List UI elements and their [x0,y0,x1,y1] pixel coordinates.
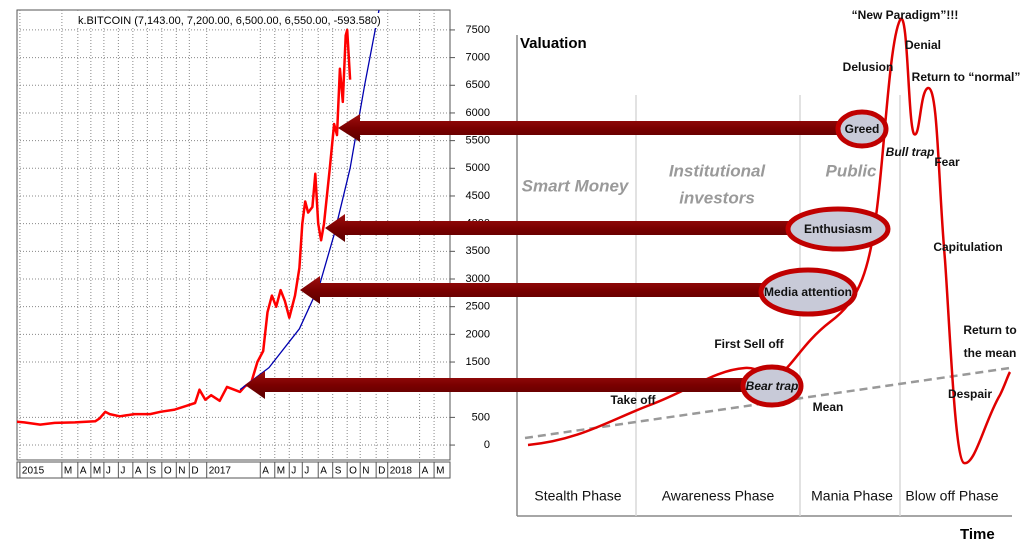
y-tick-label: 7500 [466,24,490,36]
label: Capitulation [933,240,1002,254]
x-axis-title: Time [960,526,995,543]
callout [758,267,858,317]
y-tick-label: 6500 [466,79,490,91]
x-tick-label: M [93,466,101,477]
label: Fear [934,155,960,169]
y-tick-label: 500 [472,411,490,423]
label: Delusion [843,60,894,74]
callout-label: Greed [845,122,880,136]
x-tick-label: A [135,466,142,477]
arrow [325,214,790,242]
bubble-diagram: Valuation Time Stealth Phase Awareness P… [512,0,1021,549]
callout [740,364,804,408]
x-tick-label: M [436,466,444,477]
phase: Mania Phase [811,488,893,504]
label: Denial [905,38,941,52]
y-tick-label: 5000 [466,162,490,174]
x-tick-label: M [64,466,72,477]
x-tick-label: M [277,466,285,477]
y-tick-label: 0 [484,439,490,451]
callout [835,109,889,149]
label: Return to “normal” [912,70,1021,84]
price-line [239,10,380,391]
x-tick-label: S [149,466,156,477]
callout-label: Bear trap [746,379,799,393]
label: the mean [964,346,1017,360]
x-tick-label: N [362,466,369,477]
y-axis-title: Valuation [520,35,587,52]
label: Despair [948,387,992,401]
title-bg [75,13,387,28]
arrow [300,276,765,304]
x-tick-label: N [178,466,185,477]
x-tick-label: J [120,466,125,477]
price-chart: 7500700065006000550050004500400035003000… [16,9,490,479]
x-tick-label: O [349,466,357,477]
x-tick-label: S [335,466,342,477]
cycle-curve [527,17,1012,465]
price-line [17,28,352,426]
callout-label: Media attention [764,285,852,299]
label: Bull trap [886,145,935,159]
callout-label: Enthusiasm [804,222,872,236]
label: Take off [610,393,656,407]
label: First Sell off [714,337,784,351]
y-tick-label: 3000 [466,273,490,285]
series-group [17,10,380,426]
diagram-bg [512,0,1021,549]
label: “New Paradigm”!!! [852,8,959,22]
y-tick-label: 4500 [466,190,490,202]
x-tick-label: A [422,466,429,477]
y-tick-label: 2000 [466,328,490,340]
x-tick-label: A [262,466,269,477]
phase: Blow off Phase [905,488,998,504]
arrow [338,114,842,142]
x-tick-label: J [304,466,309,477]
x-tick-label: 2018 [390,466,413,477]
x-label-row [16,461,451,479]
y-tick-label: 3500 [466,245,490,257]
phase: Awareness Phase [662,488,775,504]
y-tick-label: 6000 [466,107,490,119]
callout [785,206,891,252]
arrow [245,371,745,399]
x-tick-label: O [164,466,172,477]
x-tick-label: 2015 [22,466,45,477]
phase: Stealth Phase [534,488,621,504]
chart-title: k.BITCOIN (7,143.00, 7,200.00, 6,500.00,… [78,15,381,27]
group: investors [679,188,755,207]
label: Return to [963,323,1016,337]
x-tick-label: J [106,466,111,477]
mean-line [524,366,1011,440]
x-tick-label: J [291,466,296,477]
y-tick-label: 7000 [466,52,490,64]
y-tick-label: 1500 [466,356,490,368]
group: Public [825,161,877,180]
x-tick-label: A [320,466,327,477]
x-tick-label: 2017 [209,466,232,477]
group: Smart Money [522,176,630,195]
label: Mean [813,400,844,414]
x-tick-label: D [191,466,198,477]
y-tick-label: 5500 [466,135,490,147]
x-tick-label: D [378,466,385,477]
y-tick-label: 2500 [466,301,490,313]
arrows: Greed Enthusiasm Media attention Bear tr… [245,109,891,408]
group: Institutional [669,161,767,180]
x-tick-label: A [80,466,87,477]
